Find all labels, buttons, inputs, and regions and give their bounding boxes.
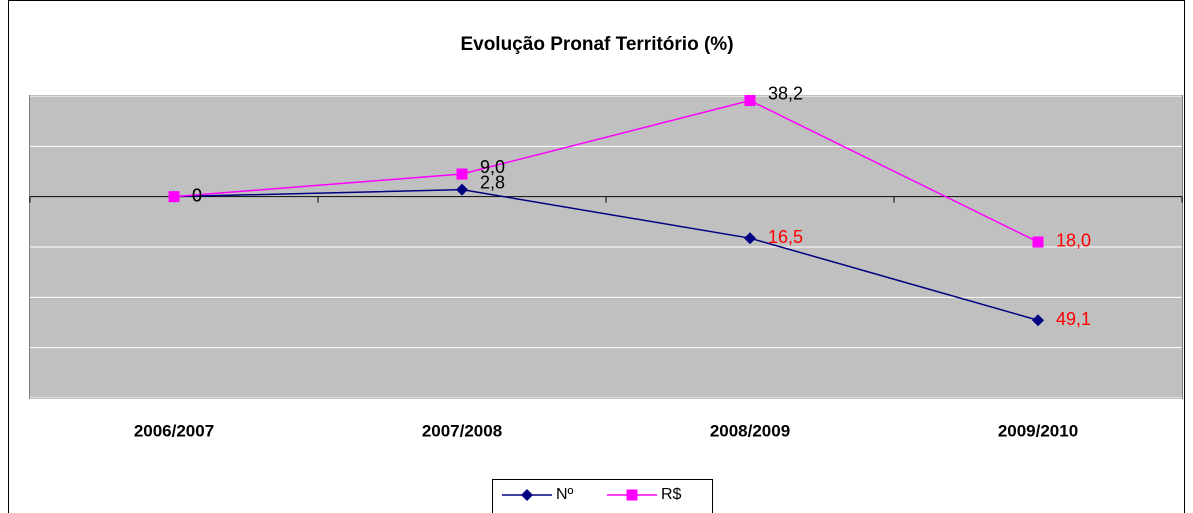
data-label: 9,0 <box>480 157 505 177</box>
data-label: 38,2 <box>768 83 803 103</box>
data-label: 16,5 <box>768 227 803 247</box>
data-label: 0 <box>192 185 202 205</box>
x-tick-label: 2009/2010 <box>998 421 1078 440</box>
legend-label: R$ <box>661 486 682 503</box>
data-point <box>744 95 756 107</box>
data-label: 18,0 <box>1056 231 1091 251</box>
data-point <box>168 191 180 203</box>
series-line <box>173 99 1039 243</box>
legend-label: Nº <box>556 486 574 503</box>
x-tick-label: 2006/2007 <box>134 421 214 440</box>
data-point <box>1032 314 1044 327</box>
legend-marker <box>521 489 533 501</box>
data-point <box>456 183 468 196</box>
x-tick-label: 2007/2008 <box>422 421 502 440</box>
data-point <box>1032 236 1044 248</box>
legend-marker <box>626 489 638 501</box>
x-tick-label: 2008/2009 <box>710 421 790 440</box>
data-label: 49,1 <box>1056 309 1091 329</box>
data-label: 2,8 <box>480 172 505 192</box>
chart-title: Evolução Pronaf Território (%) <box>460 34 733 55</box>
series-line <box>173 188 1039 321</box>
data-point <box>744 232 756 245</box>
data-point <box>456 168 468 180</box>
